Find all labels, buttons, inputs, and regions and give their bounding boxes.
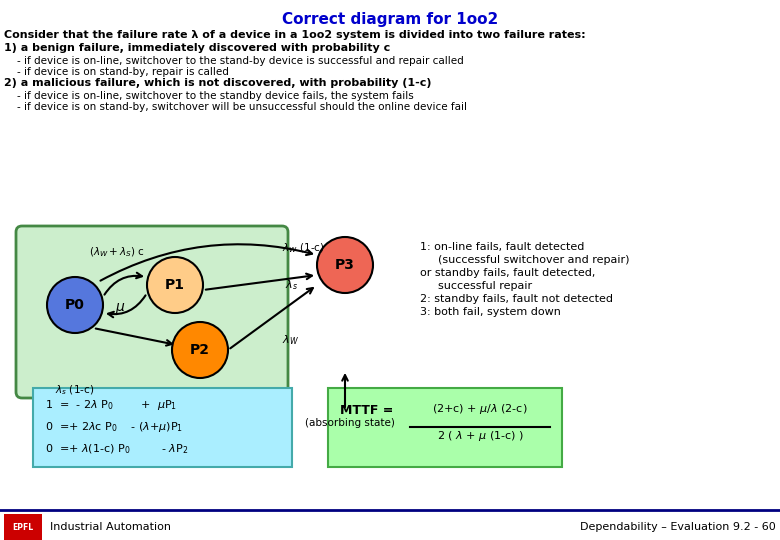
Text: 0  =+ $\lambda$(1-c) P$_0$         - $\lambda$P$_2$: 0 =+ $\lambda$(1-c) P$_0$ - $\lambda$P$_… (45, 442, 188, 456)
Text: EPFL: EPFL (12, 523, 34, 531)
FancyBboxPatch shape (33, 388, 292, 467)
Text: 1: on-line fails, fault detected: 1: on-line fails, fault detected (420, 242, 584, 252)
Text: P0: P0 (65, 298, 85, 312)
Text: - if device is on-line, switchover to the stand-by device is successful and repa: - if device is on-line, switchover to th… (4, 56, 464, 66)
FancyBboxPatch shape (328, 388, 562, 467)
Text: - if device is on-line, switchover to the standby device fails, the system fails: - if device is on-line, switchover to th… (4, 91, 413, 101)
Bar (4, 514, 42, 540)
Text: $\lambda_W$: $\lambda_W$ (282, 333, 299, 347)
Text: - if device is on stand-by, switchover will be unsuccessful should the online de: - if device is on stand-by, switchover w… (4, 102, 467, 112)
Text: MTTF =: MTTF = (340, 403, 398, 416)
Text: $\lambda_W$ (1-c): $\lambda_W$ (1-c) (282, 241, 324, 255)
Text: Industrial Automation: Industrial Automation (50, 522, 171, 532)
Text: 0  =+ 2$\lambda$c P$_0$    - ($\lambda$+$\mu$)P$_1$: 0 =+ 2$\lambda$c P$_0$ - ($\lambda$+$\mu… (45, 420, 183, 434)
Text: $(\lambda_W+\lambda_S)$ c: $(\lambda_W+\lambda_S)$ c (89, 245, 145, 259)
Text: P2: P2 (190, 343, 210, 357)
Text: (2+c) + $\mu$/$\lambda$ (2-c): (2+c) + $\mu$/$\lambda$ (2-c) (432, 402, 528, 416)
Text: P3: P3 (335, 258, 355, 272)
Circle shape (47, 277, 103, 333)
Text: P1: P1 (165, 278, 185, 292)
FancyBboxPatch shape (16, 226, 288, 398)
Text: 2 ( $\lambda$ + $\mu$ (1-c) ): 2 ( $\lambda$ + $\mu$ (1-c) ) (437, 429, 523, 443)
Text: $\lambda_s$ (1-c): $\lambda_s$ (1-c) (55, 383, 94, 397)
Text: $\mu$: $\mu$ (115, 300, 126, 315)
Text: (absorbing state): (absorbing state) (305, 418, 395, 428)
Text: or standby fails, fault detected,: or standby fails, fault detected, (420, 268, 595, 278)
Text: successful repair: successful repair (438, 281, 532, 291)
Circle shape (147, 257, 203, 313)
Text: 2) a malicious failure, which is not discovered, with probability (1-c): 2) a malicious failure, which is not dis… (4, 78, 431, 88)
Circle shape (172, 322, 228, 378)
Circle shape (317, 237, 373, 293)
Text: - if device is on stand-by, repair is called: - if device is on stand-by, repair is ca… (4, 67, 229, 77)
Text: 3: both fail, system down: 3: both fail, system down (420, 307, 561, 317)
Text: 1) a benign failure, immediately discovered with probability c: 1) a benign failure, immediately discove… (4, 43, 390, 53)
Text: $\lambda_s$: $\lambda_s$ (285, 278, 298, 292)
Text: 1  =  - 2$\lambda$ P$_0$        +  $\mu$P$_1$: 1 = - 2$\lambda$ P$_0$ + $\mu$P$_1$ (45, 398, 177, 412)
Text: Consider that the failure rate λ of a device in a 1oo2 system is divided into tw: Consider that the failure rate λ of a de… (4, 30, 586, 40)
Text: (successful switchover and repair): (successful switchover and repair) (438, 255, 629, 265)
Text: 2: standby fails, fault not detected: 2: standby fails, fault not detected (420, 294, 613, 304)
Text: Dependability – Evaluation 9.2 - 60: Dependability – Evaluation 9.2 - 60 (580, 522, 776, 532)
Text: Correct diagram for 1oo2: Correct diagram for 1oo2 (282, 12, 498, 27)
